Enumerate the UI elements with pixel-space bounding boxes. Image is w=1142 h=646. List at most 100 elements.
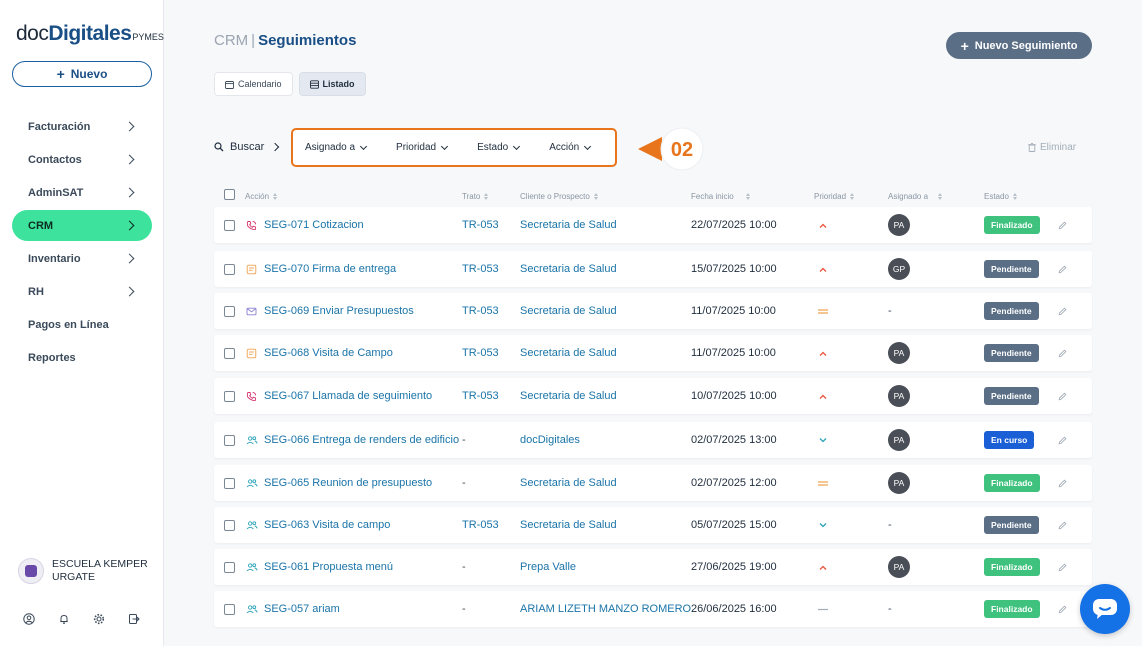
client-link[interactable]: Secretaria de Salud — [520, 305, 617, 317]
sidebar-item-crm[interactable]: CRM — [12, 210, 152, 241]
deal-link[interactable]: TR-053 — [462, 263, 499, 275]
sidebar-item-adminsat[interactable]: AdminSAT — [12, 177, 152, 208]
deal-link[interactable]: TR-053 — [462, 347, 499, 359]
pencil-icon[interactable] — [1058, 207, 1067, 243]
row-checkbox[interactable] — [224, 305, 235, 317]
pencil-icon[interactable] — [1058, 378, 1067, 414]
row-checkbox[interactable] — [224, 603, 235, 615]
select-all-checkbox[interactable] — [224, 189, 235, 200]
deal-link[interactable]: TR-053 — [462, 305, 499, 317]
priority-alta-icon — [817, 378, 829, 414]
client-link[interactable]: ARIAM LIZETH MANZO ROMERO — [520, 603, 692, 615]
logout-icon[interactable] — [127, 612, 140, 625]
table-row[interactable]: SEG-068 Visita de Campo TR-053 Secretaria … — [214, 335, 1092, 371]
table-row[interactable]: SEG-065 Reunion de presupuesto - Secretari… — [214, 465, 1092, 501]
client-link[interactable]: Secretaria de Salud — [520, 263, 617, 275]
sidebar-item-facturación[interactable]: Facturación — [12, 111, 152, 142]
row-checkbox[interactable] — [224, 561, 235, 573]
table-row[interactable]: SEG-063 Visita de campo TR-053 Secretaria … — [214, 507, 1092, 543]
action-link[interactable]: SEG-070 Firma de entrega — [264, 263, 397, 275]
col-accion[interactable]: Acción — [245, 192, 278, 201]
client-link[interactable]: Secretaria de Salud — [520, 519, 617, 531]
pencil-icon[interactable] — [1058, 591, 1067, 627]
action-link[interactable]: SEG-069 Enviar Presupuestos — [264, 305, 414, 317]
sidebar-item-contactos[interactable]: Contactos — [12, 144, 152, 175]
organization[interactable]: ESCUELA KEMPER URGATE — [18, 558, 152, 584]
deal-link[interactable]: TR-053 — [462, 519, 499, 531]
table-row[interactable]: SEG-067 Llamada de seguimiento TR-053 Secr… — [214, 378, 1092, 414]
action-link[interactable]: SEG-063 Visita de campo — [264, 519, 391, 531]
col-asignado[interactable]: Asignado a — [888, 192, 943, 201]
table-row[interactable]: SEG-071 Cotizacion TR-053 Secretaria de Sa… — [214, 207, 1092, 243]
col-fecha[interactable]: Fecha inicio — [691, 192, 750, 201]
filter-priority[interactable]: Prioridad — [396, 142, 449, 153]
brand-logo[interactable]: docDigitalesPYMES — [16, 22, 164, 46]
client-link[interactable]: Prepa Valle — [520, 561, 577, 573]
avatar: PA — [888, 342, 910, 364]
new-button[interactable]: + Nuevo — [12, 61, 152, 87]
col-cliente[interactable]: Cliente o Prospecto — [520, 192, 598, 201]
client-link[interactable]: Secretaria de Salud — [520, 477, 617, 489]
row-checkbox-cell — [224, 335, 235, 371]
tab-calendar[interactable]: Calendario — [214, 72, 293, 96]
action-link[interactable]: SEG-071 Cotizacion — [264, 219, 364, 231]
pencil-icon[interactable] — [1058, 293, 1067, 329]
table-row[interactable]: SEG-061 Propuesta menú - Prepa Valle 27/06/… — [214, 549, 1092, 585]
pencil-icon[interactable] — [1058, 465, 1067, 501]
assignee: PA — [888, 422, 910, 458]
pencil-icon[interactable] — [1058, 251, 1067, 287]
pencil-icon[interactable] — [1058, 422, 1067, 458]
action-link[interactable]: SEG-057 ariam — [264, 603, 340, 615]
row-checkbox-cell — [224, 549, 235, 585]
table-row[interactable]: SEG-069 Enviar Presupuestos TR-053 Secreta… — [214, 293, 1092, 329]
col-prioridad[interactable]: Prioridad — [814, 192, 855, 201]
filter-action[interactable]: Acción — [549, 142, 592, 153]
col-estado[interactable]: Estado — [984, 192, 1017, 201]
new-follow-up-label: Nuevo Seguimiento — [974, 39, 1078, 52]
filter-status[interactable]: Estado — [477, 142, 521, 153]
filter-assigned[interactable]: Asignado a — [305, 142, 368, 153]
deal-link[interactable]: TR-053 — [462, 219, 499, 231]
row-checkbox[interactable] — [224, 519, 235, 531]
table-row[interactable]: SEG-057 ariam - ARIAM LIZETH MANZO ROMERO 2… — [214, 591, 1092, 627]
breadcrumb-section[interactable]: CRM — [214, 32, 249, 49]
sidebar-item-inventario[interactable]: Inventario — [12, 243, 152, 274]
pencil-icon[interactable] — [1058, 335, 1067, 371]
client-link[interactable]: docDigitales — [520, 434, 580, 446]
sidebar-item-label: Facturación — [28, 120, 91, 133]
pencil-icon[interactable] — [1058, 549, 1067, 585]
table-row[interactable]: SEG-070 Firma de entrega TR-053 Secretaria… — [214, 251, 1092, 287]
deal-link[interactable]: TR-053 — [462, 390, 499, 402]
search-toggle[interactable]: Buscar — [214, 141, 281, 153]
tab-list[interactable]: Listado — [298, 72, 366, 96]
action-link[interactable]: SEG-061 Propuesta menú — [264, 561, 394, 573]
pencil-icon[interactable] — [1058, 507, 1067, 543]
action-link[interactable]: SEG-068 Visita de Campo — [264, 347, 393, 359]
delete-button[interactable]: Eliminar — [1028, 142, 1076, 153]
row-checkbox[interactable] — [224, 434, 235, 446]
client-link[interactable]: Secretaria de Salud — [520, 219, 617, 231]
chat-button[interactable] — [1080, 584, 1130, 634]
action-link[interactable]: SEG-065 Reunion de presupuesto — [264, 477, 433, 489]
avatar-initials: PA — [893, 562, 905, 572]
chevron-down-icon — [360, 142, 368, 150]
col-trato[interactable]: Trato — [462, 192, 489, 201]
action-link[interactable]: SEG-067 Llamada de seguimiento — [264, 390, 433, 402]
table-row[interactable]: SEG-066 Entrega de renders de edificio - d… — [214, 422, 1092, 458]
sidebar-item-pagos-en-línea[interactable]: Pagos en Línea — [12, 309, 152, 340]
new-follow-up-button[interactable]: + Nuevo Seguimiento — [946, 32, 1092, 59]
client-link[interactable]: Secretaria de Salud — [520, 347, 617, 359]
user-icon[interactable] — [22, 612, 35, 625]
action-link[interactable]: SEG-066 Entrega de renders de edificio — [264, 434, 460, 446]
row-checkbox[interactable] — [224, 390, 235, 402]
gear-icon[interactable] — [92, 612, 105, 625]
sidebar-item-reportes[interactable]: Reportes — [12, 342, 152, 373]
row-checkbox[interactable] — [224, 263, 235, 275]
row-checkbox[interactable] — [224, 477, 235, 489]
bell-icon[interactable] — [57, 612, 70, 625]
row-checkbox[interactable] — [224, 219, 235, 231]
sidebar-item-rh[interactable]: RH — [12, 276, 152, 307]
client-link[interactable]: Secretaria de Salud — [520, 390, 617, 402]
row-checkbox[interactable] — [224, 347, 235, 359]
status-badge: Finalizado — [984, 558, 1040, 576]
